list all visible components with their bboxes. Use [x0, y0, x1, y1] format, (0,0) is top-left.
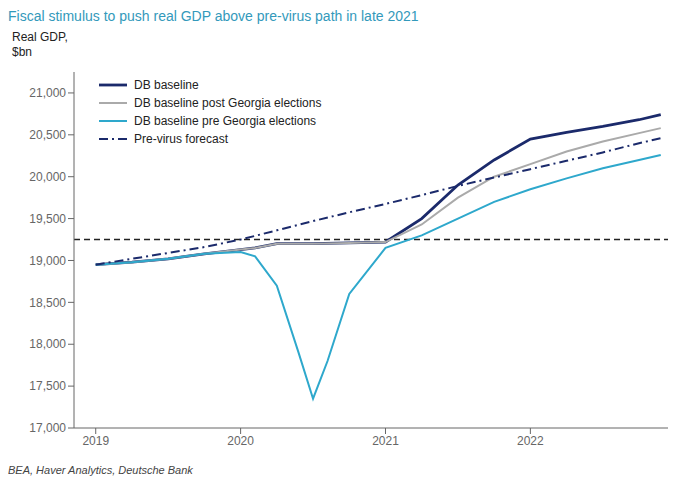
html-text:Pre-virus forecast: Pre-virus forecast — [134, 132, 228, 146]
svg-text:17,000: 17,000 — [29, 421, 66, 435]
svg-text:20,500: 20,500 — [29, 128, 66, 142]
svg-text:20,000: 20,000 — [29, 170, 66, 184]
html-text:Fiscal stimulus to push real G: Fiscal stimulus to push real GDP above p… — [8, 8, 419, 24]
html-text:BEA, Haver Analytics, Deutsche: BEA, Haver Analytics, Deutsche Bank — [8, 464, 193, 476]
svg-text:18,500: 18,500 — [29, 296, 66, 310]
svg-text:19,000: 19,000 — [29, 254, 66, 268]
svg-text:18,000: 18,000 — [29, 337, 66, 351]
svg-text:2019: 2019 — [82, 434, 109, 448]
html-text:$bn: $bn — [12, 45, 32, 59]
svg-text:2022: 2022 — [517, 434, 544, 448]
html-text:DB baseline: DB baseline — [134, 78, 199, 92]
svg-text:19,500: 19,500 — [29, 212, 66, 226]
svg-text:17,500: 17,500 — [29, 379, 66, 393]
html-text:DB baseline post Georgia elect: DB baseline post Georgia elections — [134, 96, 322, 110]
html-text:Real GDP,: Real GDP, — [12, 30, 68, 44]
svg-text:21,000: 21,000 — [29, 86, 66, 100]
html-text:DB baseline pre Georgia electi: DB baseline pre Georgia elections — [134, 114, 317, 128]
svg-text:2021: 2021 — [372, 434, 399, 448]
svg-text:2020: 2020 — [227, 434, 254, 448]
